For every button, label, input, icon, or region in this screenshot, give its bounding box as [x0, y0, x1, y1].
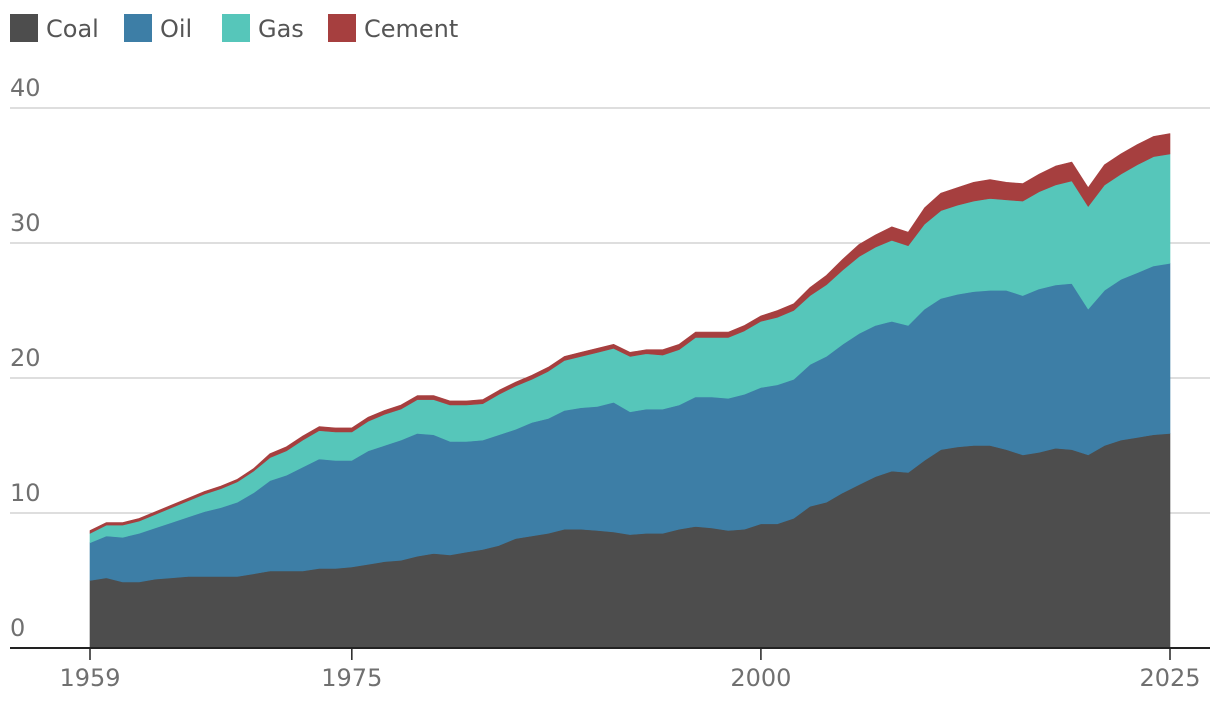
x-tick-label-1959: 1959 — [59, 664, 120, 692]
x-tick-label-1975: 1975 — [321, 664, 382, 692]
legend-label-gas: Gas — [258, 15, 304, 43]
stacked-areas — [89, 133, 1171, 649]
y-axis-tick-labels: 0 10 20 30 40 — [10, 74, 41, 642]
legend-label-cement: Cement — [364, 15, 458, 43]
y-tick-label-0: 0 — [10, 614, 25, 642]
y-tick-label-20: 20 — [10, 344, 41, 372]
x-tick-label-2000: 2000 — [730, 664, 791, 692]
x-axis: 1959 1975 2000 2025 — [10, 647, 1210, 692]
y-tick-label-40: 40 — [10, 74, 41, 102]
legend-swatch-coal — [10, 14, 38, 42]
legend-swatch-cement — [328, 14, 356, 42]
legend-label-oil: Oil — [160, 15, 192, 43]
area-cement — [89, 133, 1171, 534]
legend: Coal Oil Gas Cement — [10, 14, 458, 43]
legend-swatch-oil — [124, 14, 152, 42]
y-tick-label-30: 30 — [10, 209, 41, 237]
x-tick-label-2025: 2025 — [1139, 664, 1200, 692]
legend-swatch-gas — [222, 14, 250, 42]
legend-label-coal: Coal — [46, 15, 99, 43]
y-tick-label-10: 10 — [10, 479, 41, 507]
